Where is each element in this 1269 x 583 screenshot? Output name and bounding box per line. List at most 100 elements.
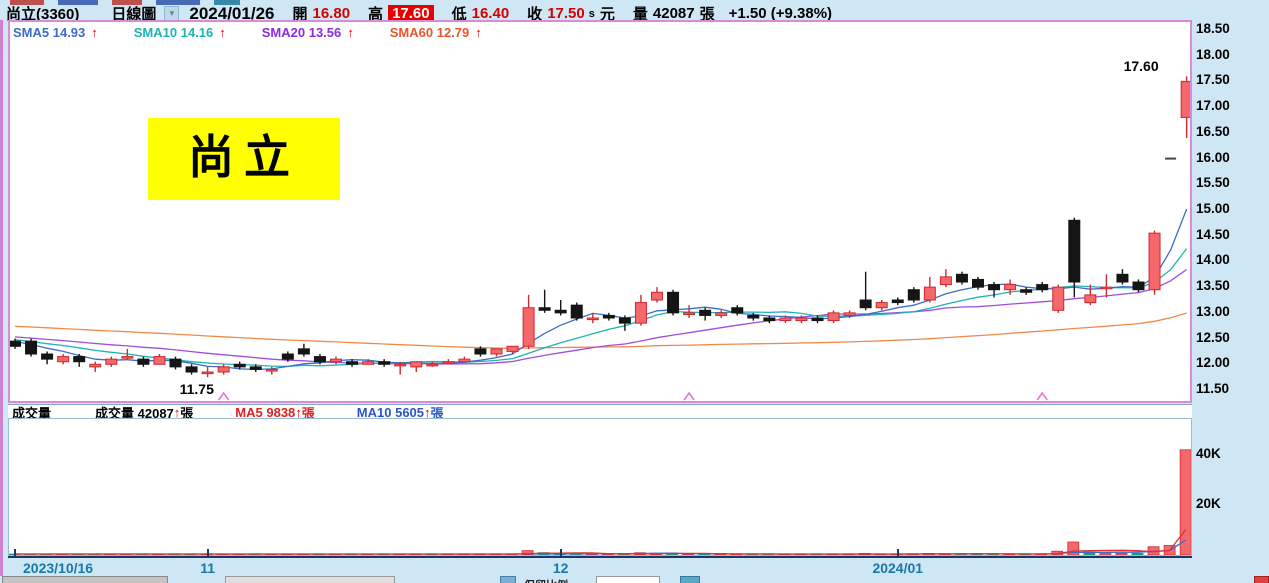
toolbar-checkbox[interactable]	[500, 576, 516, 583]
volume-bar	[1099, 552, 1112, 555]
volume-panel-title: 成交量	[12, 405, 52, 421]
candle	[426, 363, 439, 367]
event-marker-icon	[217, 391, 230, 401]
candle	[442, 361, 455, 364]
event-marker-icon	[683, 391, 695, 401]
toolbar-button[interactable]	[1254, 576, 1269, 583]
candle	[137, 358, 150, 365]
candle	[201, 371, 214, 375]
time-axis-label: 11	[200, 560, 215, 576]
quote-date: 2024/01/26	[189, 3, 275, 23]
candle	[153, 356, 166, 365]
price-axis-label: 15.50	[1196, 175, 1230, 191]
volume-chart-svg	[9, 449, 1191, 555]
volume-bar	[1131, 552, 1144, 555]
candle	[955, 273, 968, 283]
candle	[570, 304, 583, 319]
high-label: 高	[368, 6, 384, 23]
candle	[297, 348, 310, 355]
candle	[458, 358, 471, 363]
candle	[859, 299, 872, 309]
toolbar-button[interactable]	[225, 576, 395, 583]
candle	[378, 361, 391, 365]
quote-header: 尚立(3360) 日線圖 ▾ 2024/01/26 開 16.80 高 17.6…	[4, 3, 1264, 24]
candle	[618, 317, 631, 324]
low-price-annotation: 11.75	[179, 381, 214, 398]
low-value: 16.40	[471, 5, 510, 22]
candle	[683, 312, 696, 315]
time-axis-tick	[559, 549, 562, 556]
toolbar-label: 保留比例	[524, 577, 568, 583]
candle	[217, 366, 230, 373]
volume-ma5-unit: 張	[301, 405, 315, 421]
up-arrow-icon: ↑	[91, 25, 98, 40]
price-axis-label: 13.00	[1196, 303, 1230, 319]
candle	[875, 302, 888, 309]
menu-fragment	[10, 0, 44, 5]
candle	[1004, 284, 1017, 291]
candle	[105, 358, 118, 365]
up-arrow-icon: ↑	[424, 404, 431, 420]
price-axis-label: 12.50	[1196, 329, 1230, 345]
menu-fragment	[58, 0, 98, 5]
candle	[988, 284, 1001, 291]
candle	[362, 361, 375, 365]
sma-legend-item: SMA60 12.79 ↑	[390, 25, 488, 40]
stock-name: 尚立(3360)	[6, 6, 80, 23]
candle	[1036, 284, 1049, 291]
price-axis-label: 16.00	[1196, 149, 1230, 165]
candle	[185, 366, 198, 373]
candle	[1100, 286, 1113, 290]
up-arrow-icon: ↑	[475, 25, 482, 40]
change-value: +1.50 (+9.38%)	[728, 5, 833, 22]
candle	[827, 312, 840, 322]
candle	[330, 358, 342, 363]
candle	[25, 340, 38, 355]
candle	[667, 291, 680, 314]
candle	[313, 356, 326, 363]
candle	[586, 317, 599, 321]
sma-legend-text: SMA20 13.56	[261, 25, 342, 40]
candle	[10, 340, 21, 347]
sma-legend-item: SMA20 13.56 ↑	[262, 25, 360, 40]
candle	[89, 363, 102, 368]
sma-legend-item: SMA5 14.93 ↑	[13, 25, 104, 40]
time-axis-line	[8, 556, 1192, 558]
limit-lock-dash	[1165, 157, 1177, 160]
sma-legend: SMA5 14.93 ↑ SMA10 14.16 ↑ SMA20 13.56 ↑ SMA60…	[13, 25, 494, 40]
candle	[1148, 232, 1161, 291]
sma-legend-text: SMA5 14.93	[13, 25, 86, 40]
candle	[779, 317, 792, 322]
toolbar-button[interactable]	[2, 576, 168, 583]
volume-unit: 張	[699, 6, 715, 23]
candle	[265, 368, 278, 372]
toolbar-button[interactable]	[680, 576, 700, 583]
volume-axis-label: 20K	[1196, 496, 1221, 511]
candle	[939, 276, 952, 286]
candle	[843, 312, 856, 316]
candle	[1132, 281, 1145, 291]
volume-ma5-line	[14, 529, 1187, 555]
time-axis-tick	[14, 549, 16, 556]
candle	[1052, 286, 1065, 311]
candle	[554, 309, 567, 314]
chevron-down-icon[interactable]: ▾	[164, 6, 180, 21]
volume-ma5-text: MA5 9838	[235, 404, 296, 420]
candle	[490, 348, 503, 355]
volume-today-unit: 張	[180, 405, 194, 421]
candle	[1084, 294, 1097, 304]
sma60-line	[14, 312, 1187, 350]
candle	[795, 317, 808, 322]
candle	[41, 353, 54, 360]
toolbar-field[interactable]	[596, 576, 660, 583]
candle	[57, 356, 70, 363]
open-label: 開	[292, 6, 308, 23]
volume-ma10-unit: 張	[430, 405, 444, 421]
candle	[522, 307, 535, 347]
sma-legend-item: SMA10 14.16 ↑	[134, 25, 232, 40]
candle	[121, 356, 134, 359]
candle	[715, 312, 728, 316]
price-axis-label: 15.00	[1196, 201, 1230, 216]
price-chart-panel: SMA5 14.93 ↑ SMA10 14.16 ↑ SMA20 13.56 ↑ SMA60…	[8, 20, 1192, 403]
